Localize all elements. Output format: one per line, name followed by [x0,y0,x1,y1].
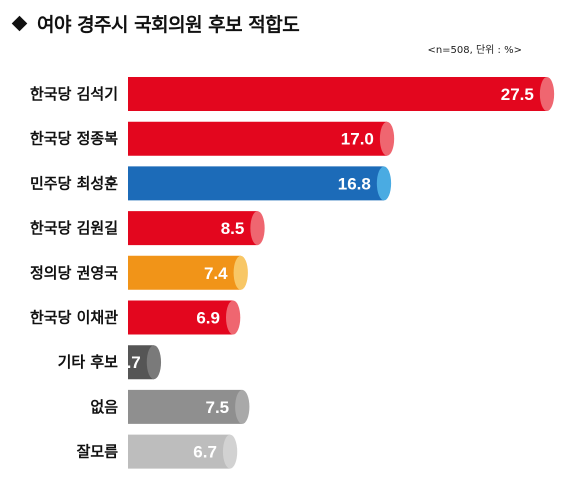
category-label: 기타 후보 [58,353,119,371]
chart-title: 여야 경주시 국회의원 후보 적합도 [37,14,300,36]
bar-group: 기타 후보 1.7 [58,345,162,380]
category-label: 한국당 정종복 [30,130,118,148]
bar [128,211,258,246]
bar-end-cap [222,434,238,469]
bar-end-cap [376,166,392,201]
bar [128,300,234,335]
bar [128,121,388,156]
bar [128,77,547,111]
bar-group: 한국당 이채관 6.9 [30,300,241,335]
value-label: 7.5 [205,398,229,417]
sample-note: <n=508, 단위 : %> [427,45,522,56]
bar [128,345,154,380]
category-label: 없음 [90,398,118,416]
bar-group: 한국당 김석기 27.5 [30,77,555,111]
value-label: 16.8 [338,174,371,193]
bar-end-cap [539,77,555,111]
bar [128,255,241,290]
value-label: 27.5 [501,85,534,104]
bar-end-cap [225,300,241,335]
bar-group: 한국당 정종복 17.0 [30,121,395,156]
category-label: 한국당 김석기 [30,85,118,103]
category-label: 한국당 김원길 [30,219,118,237]
value-label: 7.4 [204,264,228,283]
category-label: 한국당 이채관 [30,309,118,327]
category-label: 정의당 권영국 [30,264,118,282]
value-label: 17.0 [341,130,374,149]
bar-end-cap [250,211,265,246]
chart-title-row: 여야 경주시 국회의원 후보 적합도 [10,10,300,37]
value-label: 6.7 [193,443,217,462]
bar-group: 없음 7.5 [90,389,250,424]
category-label: 민주당 최성훈 [30,174,118,192]
bar-group: 정의당 권영국 7.4 [30,255,248,290]
bar-end-cap [146,345,162,380]
bar-group: 한국당 김원길 8.5 [30,211,265,246]
value-label: 8.5 [221,219,245,238]
bar [128,389,243,424]
category-label: 잘모름 [77,443,119,461]
bar [128,166,384,201]
bar-end-cap [379,121,395,156]
value-label: 6.9 [196,309,220,328]
bar-group: 민주당 최성훈 16.8 [30,166,392,201]
value-label: 1.7 [117,353,141,372]
bar-end-cap [235,389,250,424]
bar [128,434,231,469]
bar-end-cap [233,255,248,290]
bar-group: 잘모름 6.7 [77,434,238,469]
